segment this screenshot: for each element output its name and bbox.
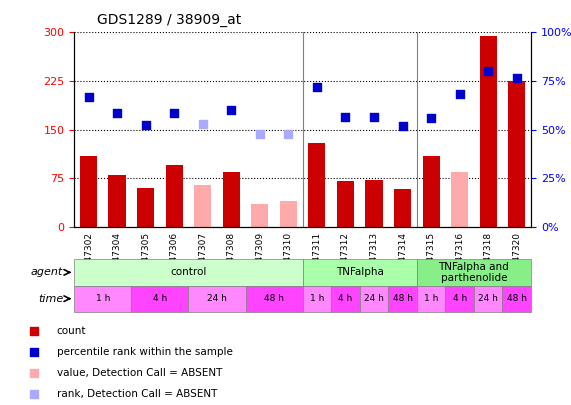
Bar xyxy=(365,180,383,227)
Text: 1 h: 1 h xyxy=(424,294,439,303)
Text: agent: agent xyxy=(31,267,63,277)
Text: 4 h: 4 h xyxy=(339,294,352,303)
Text: GDS1289 / 38909_at: GDS1289 / 38909_at xyxy=(97,13,242,27)
FancyBboxPatch shape xyxy=(74,286,131,312)
FancyBboxPatch shape xyxy=(417,286,445,312)
Point xyxy=(112,110,122,117)
Bar xyxy=(280,201,297,227)
Bar xyxy=(80,156,97,227)
Point xyxy=(170,110,179,117)
FancyBboxPatch shape xyxy=(388,286,417,312)
Text: 24 h: 24 h xyxy=(364,294,384,303)
Bar xyxy=(251,204,268,227)
Text: 4 h: 4 h xyxy=(153,294,167,303)
Text: 1 h: 1 h xyxy=(95,294,110,303)
Bar xyxy=(451,172,468,227)
Bar xyxy=(423,156,440,227)
Point xyxy=(328,69,337,76)
Point xyxy=(141,122,150,128)
FancyBboxPatch shape xyxy=(131,286,188,312)
Text: 48 h: 48 h xyxy=(264,294,284,303)
FancyBboxPatch shape xyxy=(502,286,531,312)
Point xyxy=(341,113,350,120)
Text: rank, Detection Call = ABSENT: rank, Detection Call = ABSENT xyxy=(57,389,217,399)
Text: 48 h: 48 h xyxy=(392,294,413,303)
Text: 24 h: 24 h xyxy=(207,294,227,303)
Bar xyxy=(480,36,497,227)
FancyBboxPatch shape xyxy=(303,259,417,286)
FancyBboxPatch shape xyxy=(445,286,474,312)
Text: value, Detection Call = ABSENT: value, Detection Call = ABSENT xyxy=(57,368,222,378)
Bar xyxy=(166,165,183,227)
Point xyxy=(484,68,493,75)
Bar xyxy=(194,185,211,227)
Point xyxy=(369,113,379,120)
Point xyxy=(255,131,264,137)
FancyBboxPatch shape xyxy=(331,286,360,312)
Point xyxy=(312,84,321,91)
FancyBboxPatch shape xyxy=(360,286,388,312)
Point xyxy=(328,262,337,269)
Text: 4 h: 4 h xyxy=(453,294,467,303)
Bar xyxy=(137,188,154,227)
Bar xyxy=(508,81,525,227)
FancyBboxPatch shape xyxy=(417,259,531,286)
FancyBboxPatch shape xyxy=(303,286,331,312)
FancyBboxPatch shape xyxy=(188,286,246,312)
FancyBboxPatch shape xyxy=(474,286,502,312)
Text: TNFalpha and
parthenolide: TNFalpha and parthenolide xyxy=(439,262,509,283)
FancyBboxPatch shape xyxy=(74,259,303,286)
Text: percentile rank within the sample: percentile rank within the sample xyxy=(57,347,233,357)
Point xyxy=(512,75,521,81)
Point xyxy=(198,121,207,128)
Point xyxy=(284,131,293,137)
Point xyxy=(227,107,236,113)
Point xyxy=(398,123,407,130)
Point xyxy=(455,91,464,97)
Bar xyxy=(108,175,126,227)
Bar xyxy=(337,181,354,227)
Text: control: control xyxy=(170,267,207,277)
Bar xyxy=(308,143,325,227)
Text: TNFalpha: TNFalpha xyxy=(336,267,384,277)
Bar xyxy=(394,189,411,227)
Text: time: time xyxy=(38,294,63,304)
Point xyxy=(84,94,93,100)
FancyBboxPatch shape xyxy=(246,286,303,312)
Text: 24 h: 24 h xyxy=(478,294,498,303)
Bar xyxy=(223,172,240,227)
Point xyxy=(427,115,436,121)
Text: 48 h: 48 h xyxy=(506,294,527,303)
Text: count: count xyxy=(57,326,86,336)
Text: 1 h: 1 h xyxy=(309,294,324,303)
